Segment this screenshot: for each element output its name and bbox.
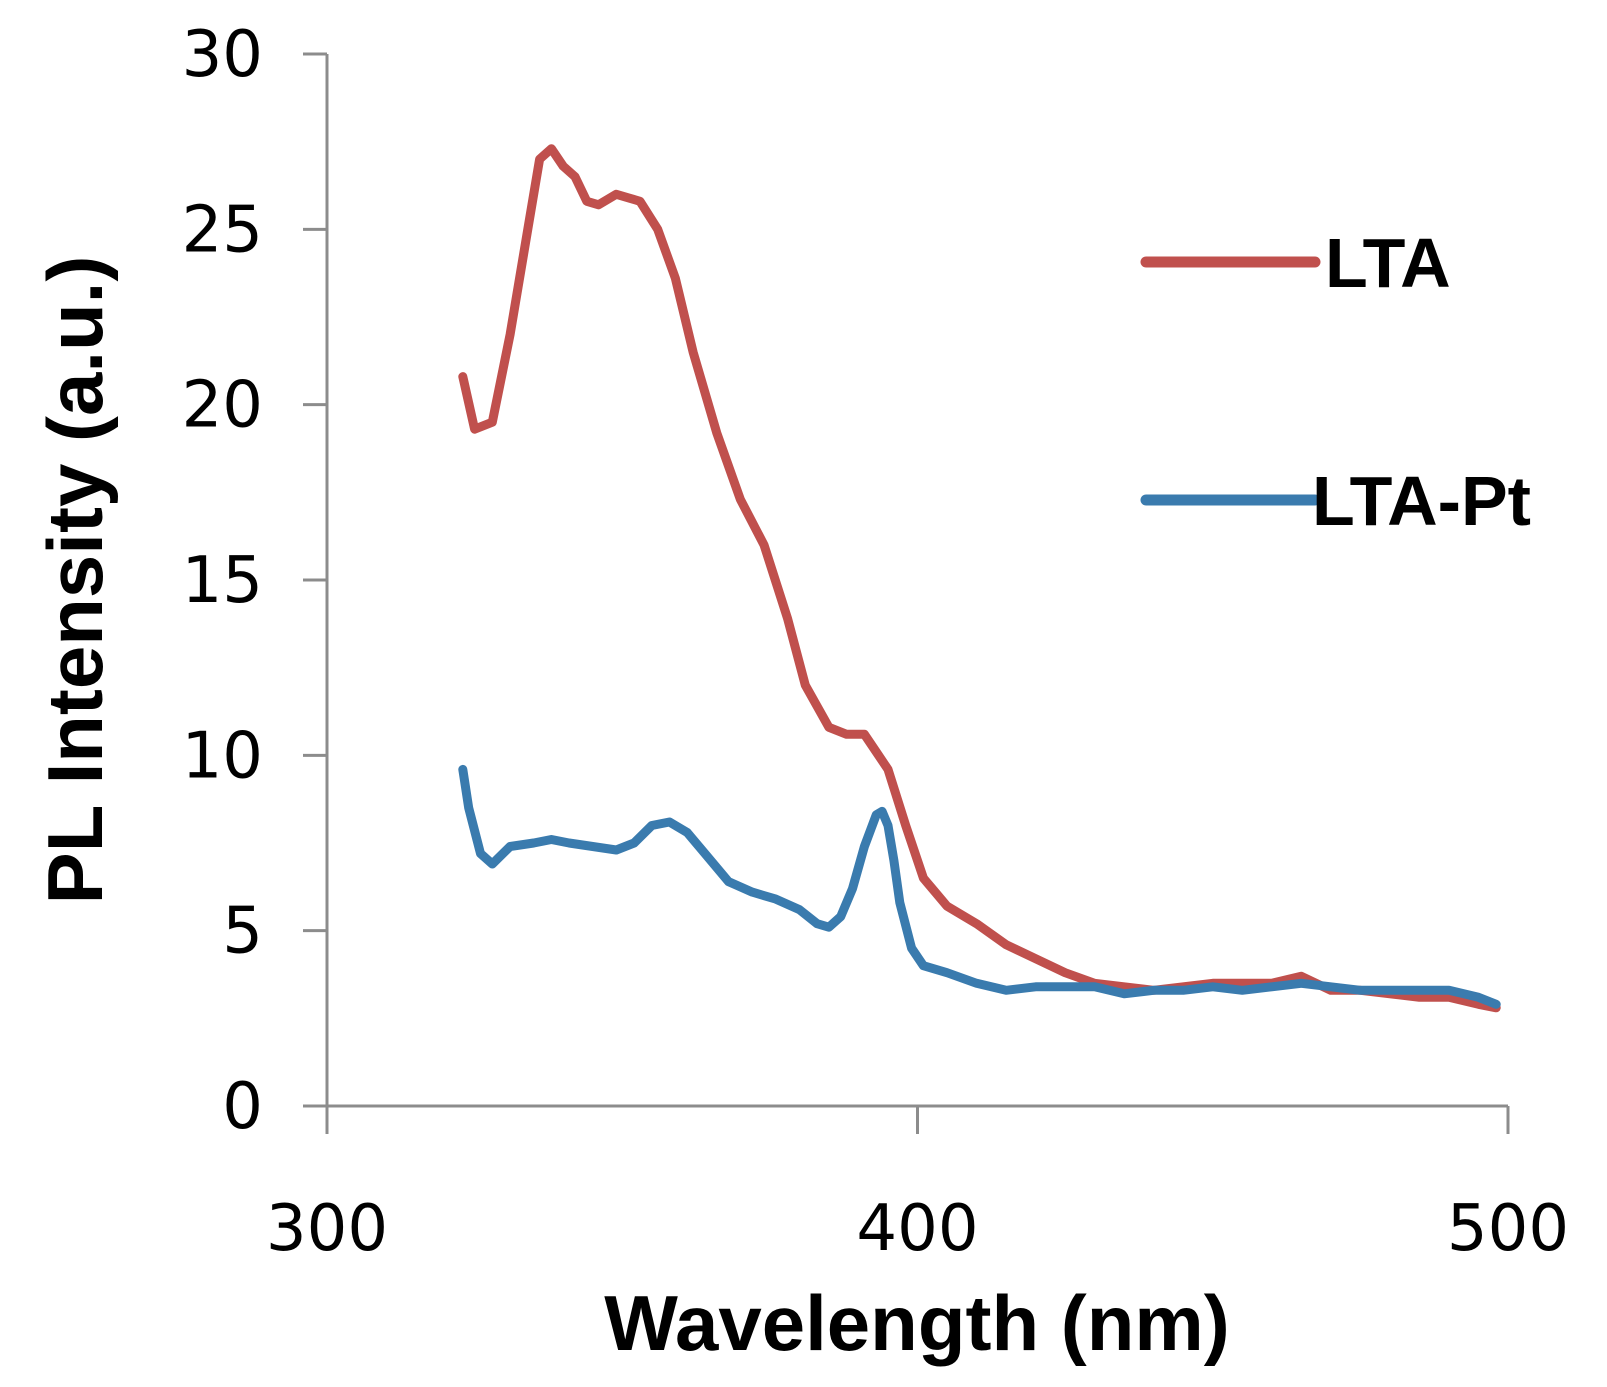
y-tick-label: 25 [182,193,263,267]
x-axis-title: Wavelength (nm) [604,1279,1229,1367]
legend-label-lta-pt: LTA-Pt [1312,462,1531,540]
y-tick-label: 5 [222,895,263,969]
x-tick-label: 300 [266,1192,388,1266]
legend-label-lta: LTA [1325,224,1451,302]
y-tick-label: 0 [222,1070,263,1144]
x-tick-label: 500 [1447,1192,1569,1266]
x-tick-label: 400 [856,1192,978,1266]
y-tick-label: 10 [182,719,263,793]
y-tick-label: 15 [182,544,263,618]
x-axis-ticks: 300 400 500 [266,1106,1569,1266]
legend: LTA LTA-Pt [1140,224,1531,540]
y-tick-label: 30 [182,18,263,92]
series-layer [458,144,1501,1013]
y-tick-label: 20 [182,369,263,443]
y-axis-ticks: 0 5 10 15 20 25 30 [182,18,327,1144]
plot-area: 0 5 10 15 20 25 30 300 400 500 [182,18,1570,1266]
series-line-lta-pt [458,764,1501,1009]
y-axis-title: PL Intensity (a.u.) [31,256,119,905]
